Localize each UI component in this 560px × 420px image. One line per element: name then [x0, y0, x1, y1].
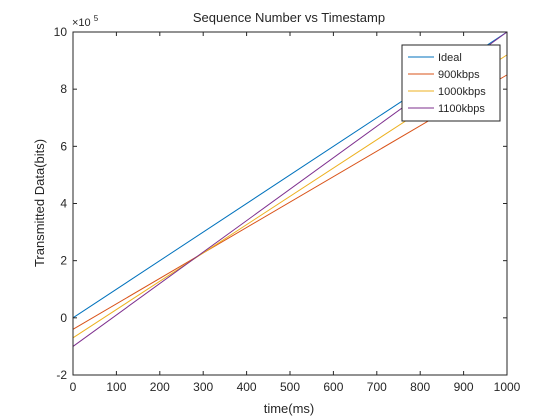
axes-layer: 0 100 200 300 400 500 600 700 800 900 1000-2024681…	[54, 25, 521, 394]
legend-label: Ideal	[438, 52, 462, 64]
y-tick-label: 6	[60, 139, 67, 153]
x-axis-label: time(ms)	[264, 401, 315, 416]
y-tick-label: -2	[56, 368, 67, 382]
x-tick-label: 1000	[494, 380, 521, 394]
legend-label: 1100kbps	[438, 103, 485, 115]
chart-title: Sequence Number vs Timestamp	[193, 10, 385, 25]
legend-label: 1000kbps	[438, 86, 486, 98]
y-axis-exponent-power: 5	[94, 14, 99, 23]
y-tick-label: 2	[60, 254, 67, 268]
y-tick-label: 8	[60, 82, 67, 96]
x-tick-label: 800	[410, 380, 430, 394]
x-tick-label: 0	[70, 380, 77, 394]
x-tick-label: 300	[193, 380, 213, 394]
y-tick-label: 4	[60, 197, 67, 211]
legend-label: 900kbps	[438, 69, 480, 81]
x-tick-label: 100	[106, 380, 126, 394]
y-tick-label: 10	[54, 25, 68, 39]
y-axis-exponent-base: ×10	[72, 17, 91, 29]
y-tick-label: 0	[60, 311, 67, 325]
x-tick-label: 400	[237, 380, 257, 394]
y-axis-label: Transmitted Data(bits)	[32, 139, 47, 267]
legend: Ideal 900kbps 1000kbps 1100kbps	[401, 44, 501, 122]
x-tick-label: 700	[367, 380, 387, 394]
x-tick-label: 900	[454, 380, 474, 394]
x-tick-label: 600	[323, 380, 343, 394]
x-tick-label: 500	[280, 380, 300, 394]
x-tick-label: 200	[150, 380, 170, 394]
y-axis-exponent: ×10 5	[72, 14, 99, 29]
